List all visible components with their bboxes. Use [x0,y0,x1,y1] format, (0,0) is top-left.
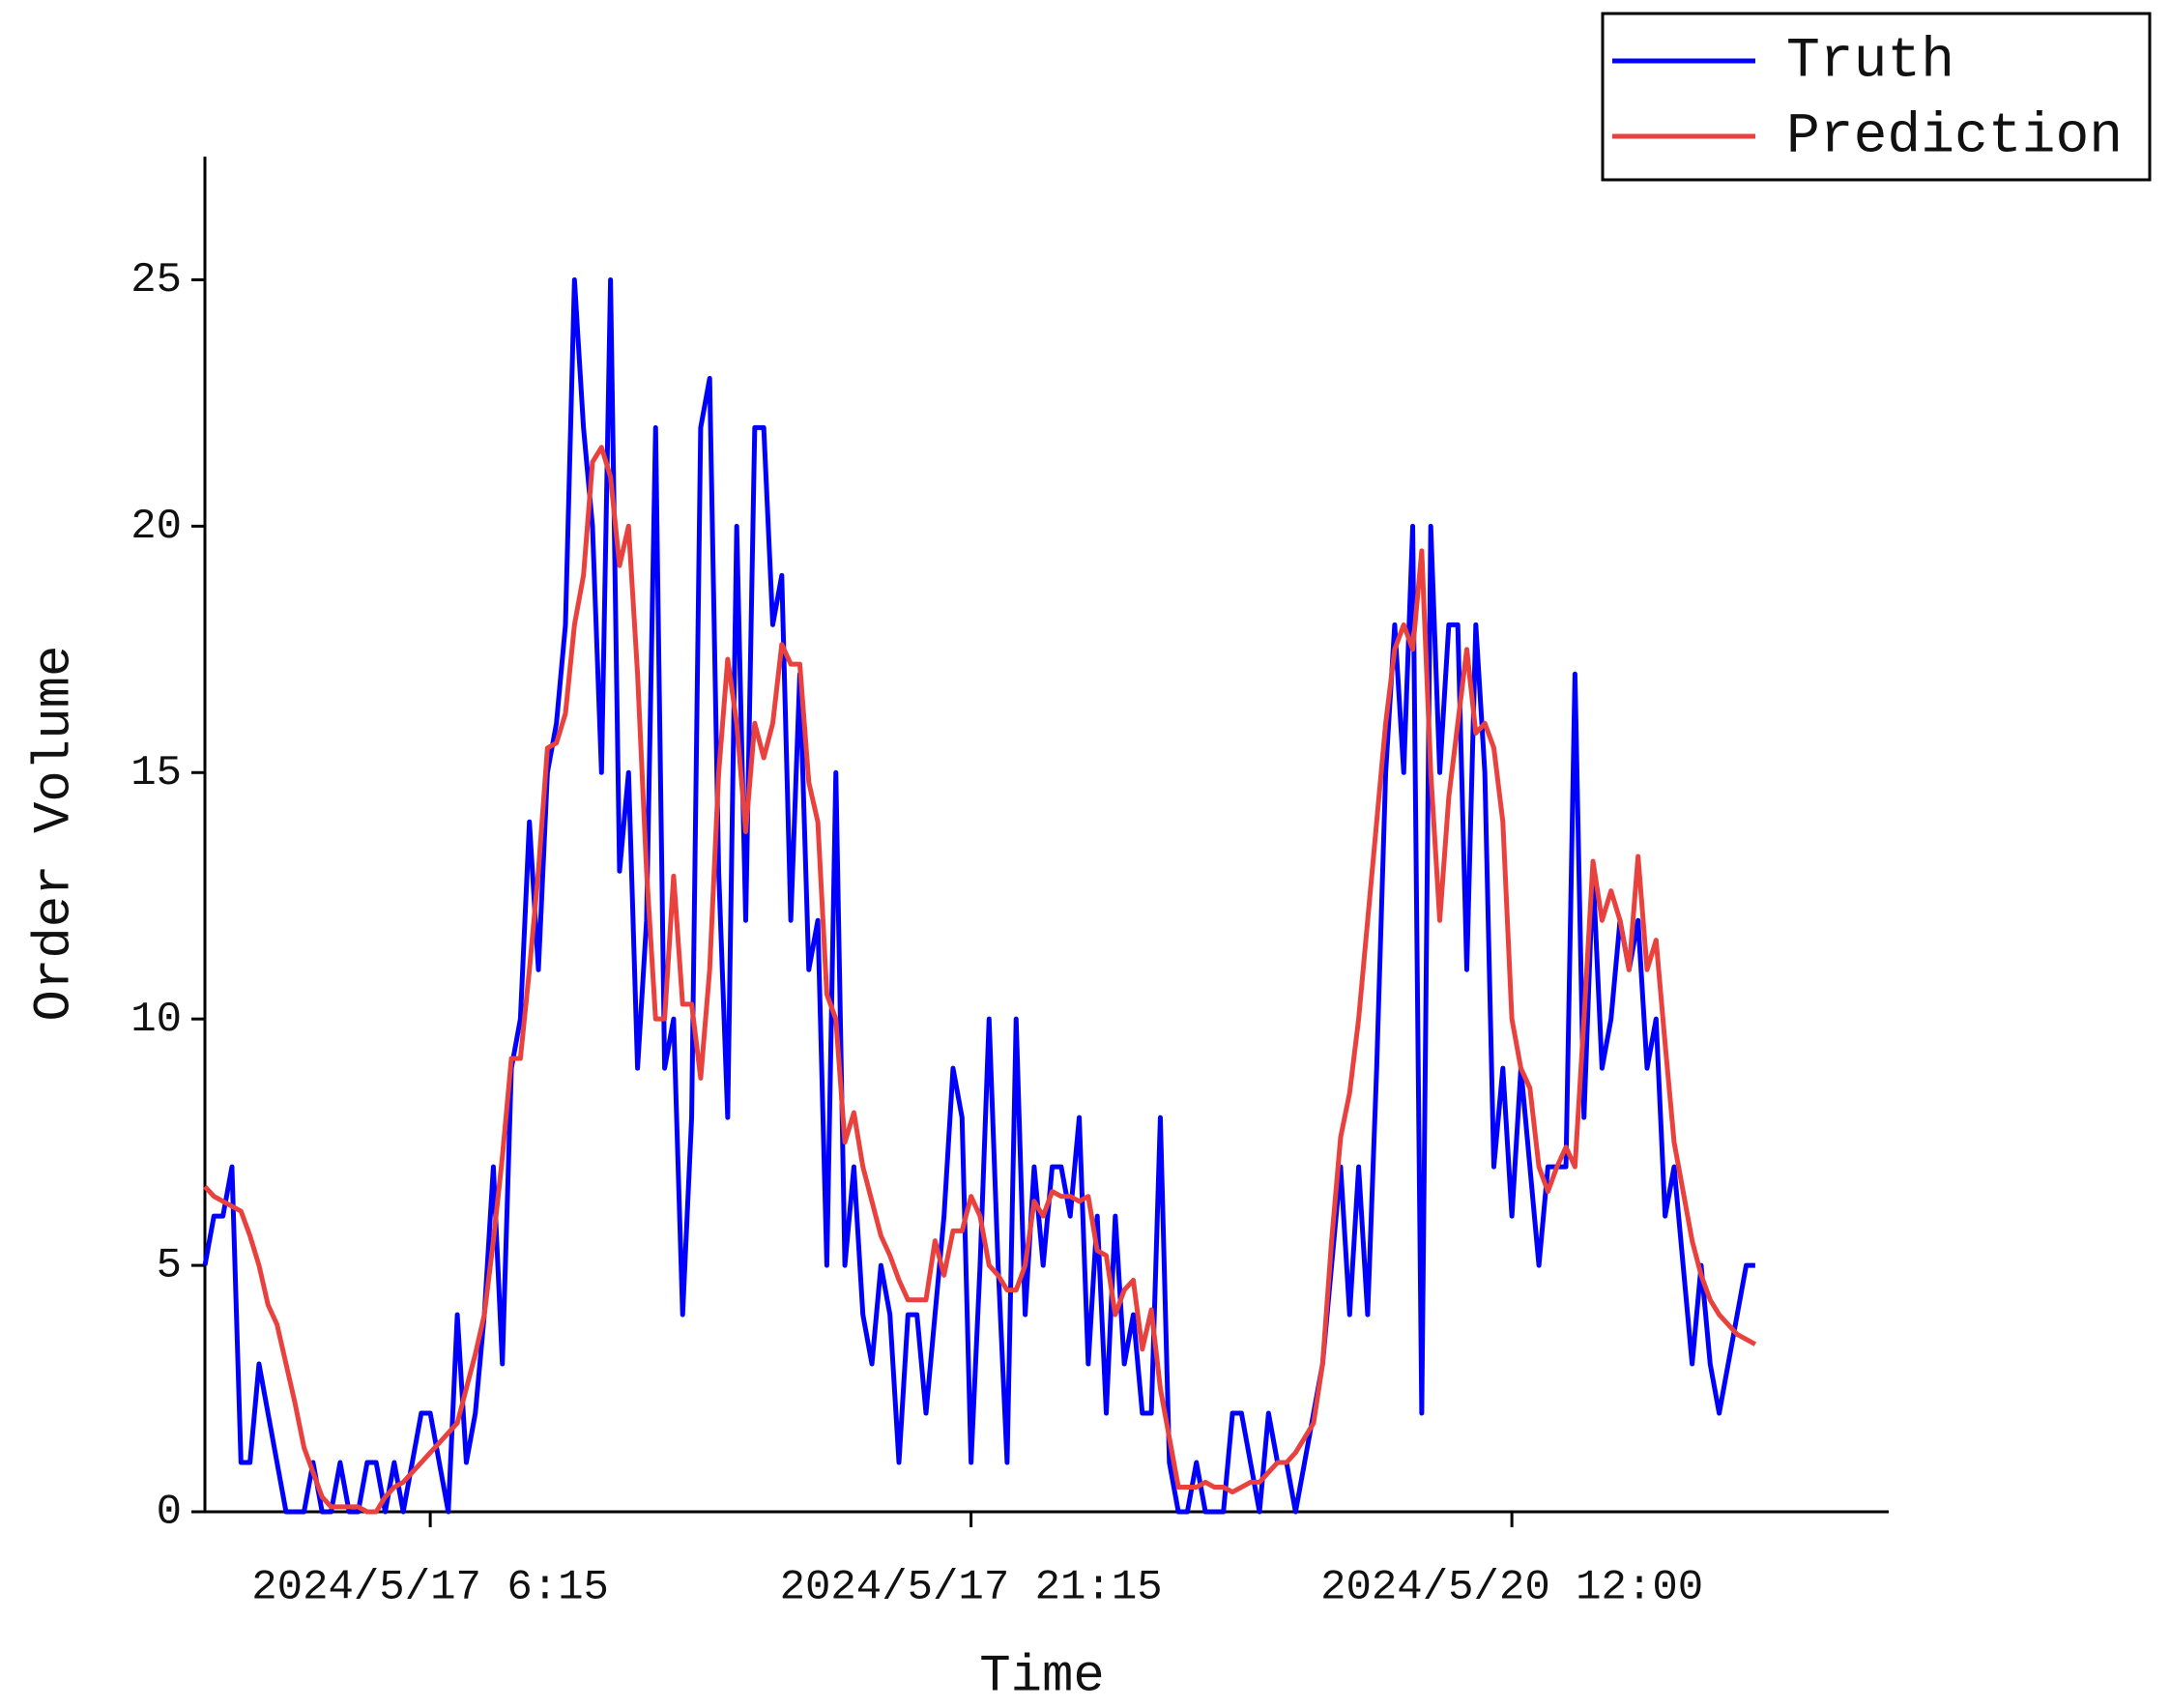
legend-label: Truth [1786,30,1954,93]
x-tick-label: 2024/5/20 12:00 [1320,1564,1703,1612]
data-line [202,276,1755,1515]
legend-label: Prediction [1786,105,2123,168]
x-tick-label: 2024/5/17 21:15 [780,1564,1163,1612]
x-axis-title: Time [979,1647,1105,1703]
legend: Truth Prediction [1601,12,2152,182]
y-tick-label: 15 [130,749,182,797]
y-tick-label: 20 [130,503,182,551]
y-axis-title: Order Volume [25,646,84,1022]
data-line [203,445,1757,1515]
x-tick-label: 2024/5/17 6:15 [251,1564,609,1612]
legend-box [1601,12,2152,182]
y-tick-label: 25 [130,256,182,304]
y-tick-label: 0 [157,1489,182,1537]
y-tick-label: 10 [130,996,182,1044]
y-tick-label: 5 [157,1242,182,1290]
